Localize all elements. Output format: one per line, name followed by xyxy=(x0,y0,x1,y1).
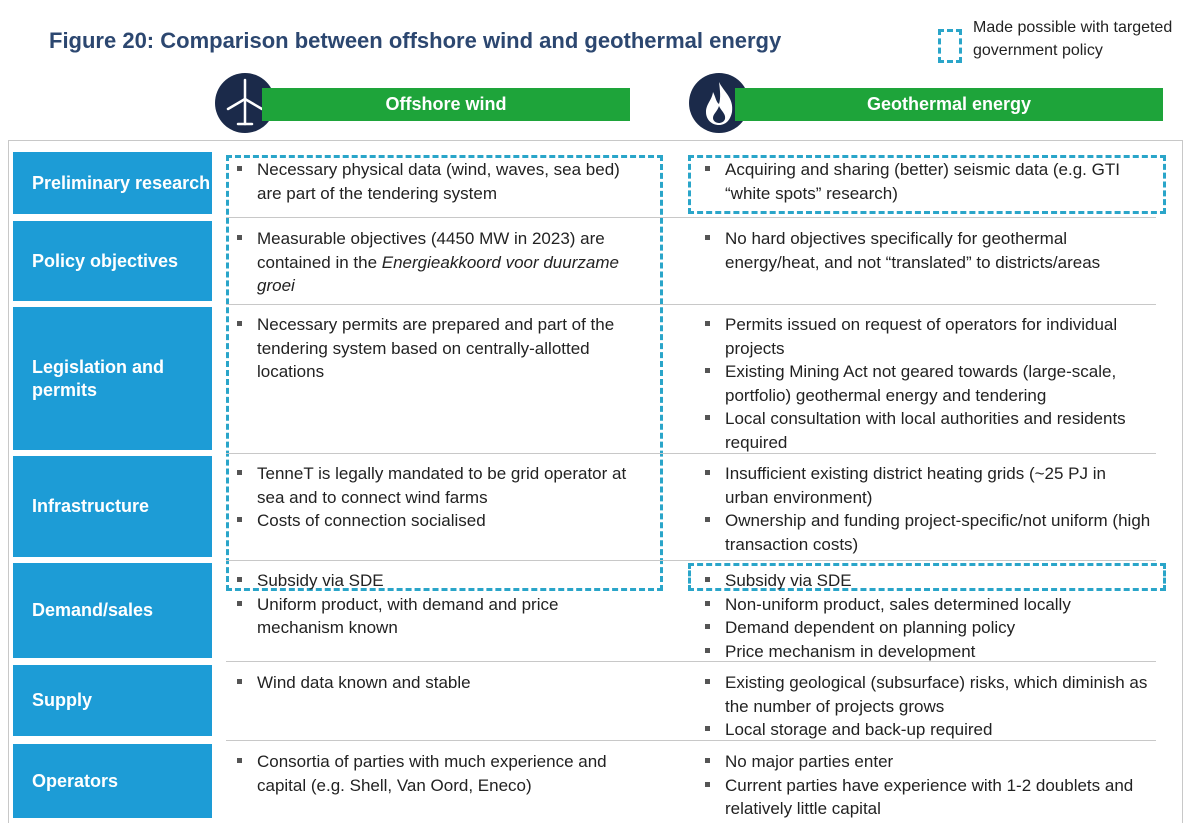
bullet-item: Acquiring and sharing (better) seismic d… xyxy=(704,158,1154,205)
wind-cell: Necessary permits are prepared and part … xyxy=(236,313,646,384)
bullet-item: Local storage and back-up required xyxy=(704,718,1154,742)
policy-highlight xyxy=(688,155,1166,214)
row-separator xyxy=(226,217,1156,218)
geo-cell: Acquiring and sharing (better) seismic d… xyxy=(704,158,1154,205)
bullet-item: Uniform product, with demand and price m… xyxy=(236,593,646,640)
legend-swatch xyxy=(938,29,962,63)
row-label: Infrastructure xyxy=(13,456,212,557)
bullet-item: Non-uniform product, sales determined lo… xyxy=(704,593,1154,617)
row-separator xyxy=(226,740,1156,741)
bullet-item: Necessary permits are prepared and part … xyxy=(236,313,646,384)
geo-cell: No major parties enter Current parties ha… xyxy=(704,750,1154,821)
bullet-item: TenneT is legally mandated to be grid op… xyxy=(236,462,646,509)
geo-cell: Insufficient existing district heating g… xyxy=(704,462,1154,556)
wind-cell: Measurable objectives (4450 MW in 2023) … xyxy=(236,227,646,298)
legend-text: Made possible with targeted government p… xyxy=(973,19,1173,59)
row-separator xyxy=(226,560,1156,561)
row-separator xyxy=(226,453,1156,454)
row-label: Preliminary research xyxy=(13,152,212,214)
wind-cell: TenneT is legally mandated to be grid op… xyxy=(236,462,646,533)
policy-highlight xyxy=(226,155,663,591)
bullet-item: Price mechanism in development xyxy=(704,640,1154,664)
wind-cell: Subsidy via SDE Uniform product, with dem… xyxy=(236,569,646,640)
row-label: Supply xyxy=(13,665,212,736)
bullet-item: Insufficient existing district heating g… xyxy=(704,462,1154,509)
policy-highlight xyxy=(688,563,1166,591)
bullet-item: Wind data known and stable xyxy=(236,671,646,695)
bullet-item: Current parties have experience with 1-2… xyxy=(704,774,1154,821)
wind-cell: Wind data known and stable xyxy=(236,671,646,695)
column-header: Offshore wind xyxy=(262,88,630,121)
bullet-item: Permits issued on request of operators f… xyxy=(704,313,1154,360)
geo-cell: Permits issued on request of operators f… xyxy=(704,313,1154,454)
geo-cell: No hard objectives specifically for geot… xyxy=(704,227,1154,274)
wind-icon xyxy=(215,73,275,133)
row-separator xyxy=(226,304,1156,305)
bullet-item: Existing Mining Act not geared towards (… xyxy=(704,360,1154,407)
bullet-text: Measurable objectives (4450 MW in 2023) … xyxy=(257,229,605,272)
bullet-item: Subsidy via SDE xyxy=(236,569,646,593)
bullet-item: Local consultation with local authoritie… xyxy=(704,407,1154,454)
bullet-item: Ownership and funding project-specific/n… xyxy=(704,509,1154,556)
row-separator xyxy=(226,661,1156,662)
row-label: Operators xyxy=(13,744,212,818)
figure-title: Figure 20: Comparison between offshore w… xyxy=(49,28,782,53)
geo-cell: Existing geological (subsurface) risks, … xyxy=(704,671,1154,742)
wind-cell: Necessary physical data (wind, waves, se… xyxy=(236,158,646,205)
bullet-item: Costs of connection socialised xyxy=(236,509,646,533)
bullet-item: Necessary physical data (wind, waves, se… xyxy=(236,158,646,205)
bullet-item: Existing geological (subsurface) risks, … xyxy=(704,671,1154,718)
bullet-item: Measurable objectives (4450 MW in 2023) … xyxy=(236,227,646,298)
bullet-item: No hard objectives specifically for geot… xyxy=(704,227,1154,274)
geo-cell: Subsidy via SDE Non-uniform product, sale… xyxy=(704,569,1154,663)
row-label: Policy objectives xyxy=(13,221,212,301)
bullet-item: Subsidy via SDE xyxy=(704,569,1154,593)
geothermal-icon xyxy=(689,73,749,133)
bullet-item: Demand dependent on planning policy xyxy=(704,616,1154,640)
wind-cell: Consortia of parties with much experienc… xyxy=(236,750,646,797)
row-label: Demand/sales xyxy=(13,563,212,658)
bullet-item: Consortia of parties with much experienc… xyxy=(236,750,646,797)
table-frame xyxy=(8,140,1183,823)
bullet-item: No major parties enter xyxy=(704,750,1154,774)
row-label: Legislation and permits xyxy=(13,307,212,450)
bullet-italic: Energieakkoord voor duurzame groei xyxy=(257,252,619,296)
column-header: Geothermal energy xyxy=(735,88,1163,121)
